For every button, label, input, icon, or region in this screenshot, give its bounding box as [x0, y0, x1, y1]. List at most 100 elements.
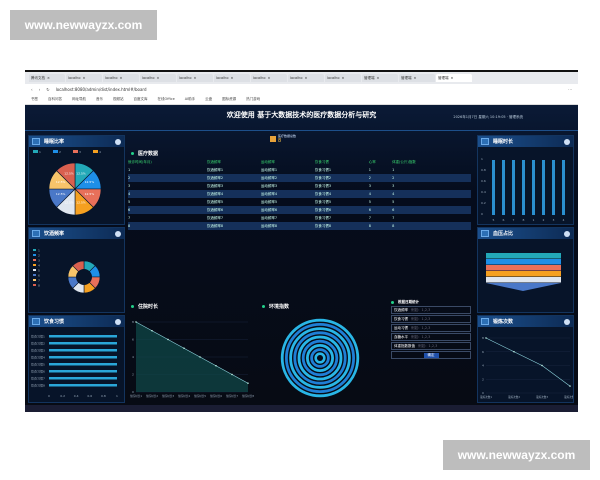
- bar: [502, 160, 505, 215]
- browser-tab[interactable]: localho ×: [140, 74, 176, 82]
- browser-tab[interactable]: 管理端 ×: [436, 74, 472, 82]
- bookmark[interactable]: 云盘: [205, 96, 213, 101]
- tick-label: 7: [513, 218, 515, 222]
- field-input[interactable]: 例如：1,2,3: [411, 325, 431, 330]
- field-input[interactable]: 例如：1,2,3: [411, 316, 431, 321]
- field-input[interactable]: 例如：1,2,3: [411, 334, 431, 339]
- chart-icon: [481, 138, 489, 145]
- bookmark[interactable]: 图标资源: [222, 96, 237, 101]
- table-cell: 饮酒频率8: [206, 222, 261, 230]
- gear-icon[interactable]: [564, 230, 570, 237]
- panel-blood-pressure: 血压占比: [477, 227, 574, 313]
- funnel-segment: [486, 253, 561, 259]
- address-bar: ‹ › ↻ localhost:8080/admin/dist/index.html…: [25, 84, 578, 94]
- bookmark[interactable]: 热门游戏: [246, 96, 261, 101]
- close-icon[interactable]: ×: [376, 76, 380, 80]
- table-row[interactable]: 3 饮酒频率3 运动频率3 饮食习惯3 3 3: [128, 182, 471, 190]
- table-cell: 4: [368, 190, 393, 198]
- tick-label: 住院时长4: [178, 394, 190, 398]
- chart-icon: [32, 230, 40, 237]
- browser-tab[interactable]: 管理端 ×: [399, 74, 435, 82]
- legend-label: 3: [38, 259, 40, 263]
- browser-tab[interactable]: localho ×: [177, 74, 213, 82]
- back-icon[interactable]: ‹: [31, 86, 33, 92]
- close-icon[interactable]: ×: [156, 76, 160, 80]
- table-row[interactable]: 4 饮酒频率4 运动频率4 饮食习惯4 4 4: [128, 190, 471, 198]
- legend-label: 4: [99, 150, 101, 154]
- close-icon[interactable]: ×: [450, 76, 454, 80]
- gear-icon[interactable]: [115, 318, 121, 325]
- legend-label: 5: [38, 269, 40, 273]
- radial-center: [317, 355, 323, 361]
- browser-tab[interactable]: localho ×: [288, 74, 324, 82]
- form-field[interactable]: 饮酒频率 例如：1,2,3: [391, 306, 471, 314]
- gear-icon[interactable]: [115, 138, 121, 145]
- field-input[interactable]: 例如：1,2,3: [411, 307, 431, 312]
- data-point: [247, 382, 249, 384]
- gear-icon[interactable]: [115, 230, 121, 237]
- close-icon[interactable]: ×: [267, 76, 271, 80]
- browser-tab[interactable]: localho ×: [66, 74, 102, 82]
- close-icon[interactable]: ×: [47, 76, 50, 80]
- table-row[interactable]: 1 饮酒频率1 运动频率1 饮食习惯1 1 1: [128, 166, 471, 174]
- browser-tab[interactable]: localho ×: [214, 74, 250, 82]
- browser-tab[interactable]: localho ×: [103, 74, 139, 82]
- table-row[interactable]: 2 饮酒频率2 运动频率2 饮食习惯2 2 2: [128, 174, 471, 182]
- table-cell: 7: [368, 216, 372, 220]
- tick-label: 2: [543, 218, 545, 222]
- table-cell: 饮食习惯4: [314, 190, 369, 198]
- close-icon[interactable]: ×: [193, 76, 197, 80]
- menu-icon[interactable]: ⋯: [568, 86, 572, 92]
- form-field[interactable]: 运动习惯 例如：1,2,3: [391, 324, 471, 332]
- bookmark[interactable]: AI助手: [184, 96, 196, 101]
- form-field[interactable]: 体重指数数值 例如：1,2,3: [391, 342, 471, 350]
- table-cell: 运动频率4: [260, 190, 315, 198]
- bar-label: 饮食习惯4: [31, 355, 45, 360]
- form-field[interactable]: 饮食习惯 例如：1,2,3: [391, 315, 471, 323]
- bar-label: 饮食习惯7: [31, 376, 45, 381]
- close-icon[interactable]: ×: [230, 76, 234, 80]
- table-row[interactable]: 6 饮酒频率6 运动频率6 饮食习惯6 6 6: [128, 206, 471, 214]
- browser-tab[interactable]: 管理端 ×: [362, 74, 398, 82]
- bookmark[interactable]: 网址导航: [72, 96, 86, 101]
- bookmark[interactable]: 书签: [31, 96, 38, 101]
- forward-icon[interactable]: ›: [38, 86, 41, 92]
- legend-swatch: [33, 284, 36, 286]
- chart-icon: [481, 318, 489, 325]
- dashboard-header: 欢迎使用 基于大数据技术的医疗数据分析与研究 2026年1月7日 星期六 10:…: [25, 105, 578, 131]
- close-icon[interactable]: ×: [341, 76, 345, 80]
- table-row[interactable]: 5 饮酒频率5 运动频率5 饮食习惯5 5 5: [128, 198, 471, 206]
- tab-label: localho: [142, 76, 155, 80]
- bar: [552, 160, 555, 215]
- radial-ring: [289, 327, 351, 389]
- tick-label: 住院时长7: [226, 394, 238, 398]
- browser-tab[interactable]: localho ×: [325, 74, 361, 82]
- field-label: 血糖水平: [394, 334, 408, 339]
- bookmark[interactable]: 百科问答: [48, 96, 62, 101]
- bookmark[interactable]: 视频站: [113, 96, 124, 101]
- bookmark[interactable]: 百度文库: [133, 96, 148, 101]
- close-icon[interactable]: ×: [119, 76, 123, 80]
- browser-tab[interactable]: 腾讯文档 ×: [29, 74, 65, 82]
- close-icon[interactable]: ×: [413, 76, 417, 80]
- tick-label: 住院时长1: [130, 394, 142, 398]
- bookmark[interactable]: 在线Office: [157, 96, 175, 101]
- form-field[interactable]: 血糖水平 例如：1,2,3: [391, 333, 471, 341]
- reload-icon[interactable]: ↻: [46, 86, 50, 92]
- bookmark[interactable]: 音乐: [96, 96, 103, 101]
- bar-label: 饮食习惯3: [31, 348, 45, 353]
- funnel-segment: [486, 271, 561, 277]
- series-line: [485, 337, 571, 387]
- table-row[interactable]: 8 饮酒频率8 运动频率8 饮食习惯8 8 8: [128, 222, 471, 230]
- gear-icon[interactable]: [564, 138, 570, 145]
- submit-button[interactable]: 确定: [423, 352, 439, 358]
- close-icon[interactable]: ×: [304, 76, 308, 80]
- table-row[interactable]: 7 饮酒频率7 运动频率7 饮食习惯7 7 7: [128, 214, 471, 222]
- browser-tab[interactable]: localho ×: [251, 74, 287, 82]
- gear-icon[interactable]: [564, 318, 570, 325]
- close-icon[interactable]: ×: [82, 76, 86, 80]
- field-input[interactable]: 例如：1,2,3: [418, 343, 438, 348]
- url-input[interactable]: localhost:8080/admin/dist/index.html#/bo…: [55, 86, 147, 92]
- table-cell: 5: [128, 200, 131, 204]
- panel-title: 睡眠时长: [493, 139, 514, 145]
